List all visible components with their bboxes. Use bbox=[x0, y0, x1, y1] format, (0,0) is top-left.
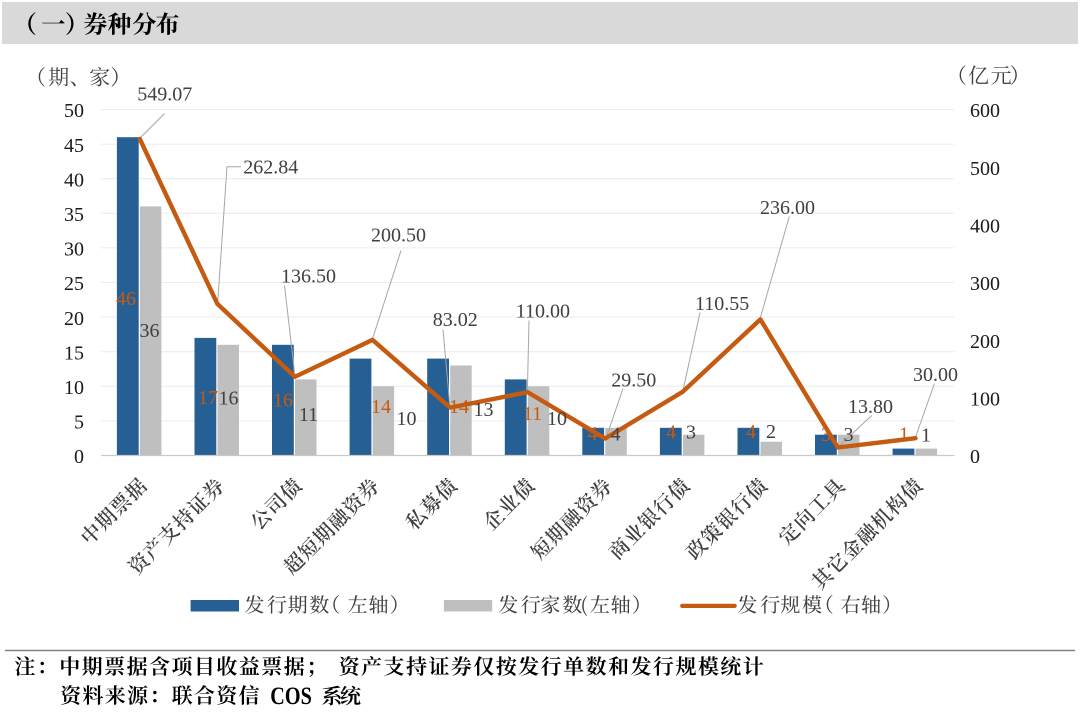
svg-text:1: 1 bbox=[921, 425, 931, 447]
svg-text:13: 13 bbox=[474, 399, 494, 421]
svg-text:100: 100 bbox=[970, 389, 1000, 411]
svg-text:3: 3 bbox=[821, 424, 831, 446]
svg-text:10: 10 bbox=[397, 408, 417, 430]
svg-text:COS: COS bbox=[270, 683, 312, 710]
svg-text:10: 10 bbox=[64, 377, 84, 399]
svg-text:400: 400 bbox=[970, 216, 1000, 238]
svg-text:50: 50 bbox=[64, 100, 84, 122]
svg-text:5: 5 bbox=[74, 412, 84, 434]
svg-text:17: 17 bbox=[198, 387, 218, 409]
svg-text:3: 3 bbox=[844, 424, 854, 446]
svg-text:1: 1 bbox=[899, 424, 909, 446]
svg-text:0: 0 bbox=[74, 446, 84, 468]
svg-text:4: 4 bbox=[611, 424, 621, 446]
svg-text:600: 600 bbox=[970, 100, 1000, 122]
svg-text:14: 14 bbox=[371, 396, 391, 418]
svg-text:16: 16 bbox=[219, 388, 239, 410]
svg-text:45: 45 bbox=[64, 135, 84, 157]
svg-text:40: 40 bbox=[64, 169, 84, 191]
svg-text:16: 16 bbox=[273, 390, 293, 412]
svg-text:110.00: 110.00 bbox=[516, 301, 570, 323]
svg-text:29.50: 29.50 bbox=[611, 370, 656, 392]
svg-text:2: 2 bbox=[766, 421, 776, 443]
svg-text:11: 11 bbox=[523, 403, 542, 425]
svg-text:14: 14 bbox=[449, 396, 469, 418]
svg-text:15: 15 bbox=[64, 342, 84, 364]
svg-text:30.00: 30.00 bbox=[913, 364, 958, 386]
svg-text:262.84: 262.84 bbox=[243, 157, 298, 179]
svg-text:11: 11 bbox=[299, 404, 318, 426]
svg-text:46: 46 bbox=[116, 288, 136, 310]
svg-text:13.80: 13.80 bbox=[848, 396, 893, 418]
svg-text:36: 36 bbox=[140, 320, 160, 342]
svg-text:4: 4 bbox=[666, 422, 676, 444]
svg-text:4: 4 bbox=[746, 421, 756, 443]
svg-text:20: 20 bbox=[64, 308, 84, 330]
svg-text:83.02: 83.02 bbox=[433, 309, 478, 331]
svg-text:25: 25 bbox=[64, 273, 84, 295]
svg-text:30: 30 bbox=[64, 239, 84, 261]
svg-text:10: 10 bbox=[547, 408, 567, 430]
svg-text:236.00: 236.00 bbox=[760, 197, 815, 219]
svg-text:500: 500 bbox=[970, 158, 1000, 180]
svg-text:4: 4 bbox=[588, 423, 598, 445]
svg-text:35: 35 bbox=[64, 204, 84, 226]
svg-text:300: 300 bbox=[970, 273, 1000, 295]
svg-text:3: 3 bbox=[686, 422, 696, 444]
svg-text:136.50: 136.50 bbox=[281, 266, 336, 288]
svg-text:0: 0 bbox=[970, 446, 980, 468]
svg-text:110.55: 110.55 bbox=[695, 293, 749, 315]
svg-text:200.50: 200.50 bbox=[371, 224, 426, 246]
svg-text:549.07: 549.07 bbox=[137, 84, 192, 106]
svg-text:200: 200 bbox=[970, 331, 1000, 353]
